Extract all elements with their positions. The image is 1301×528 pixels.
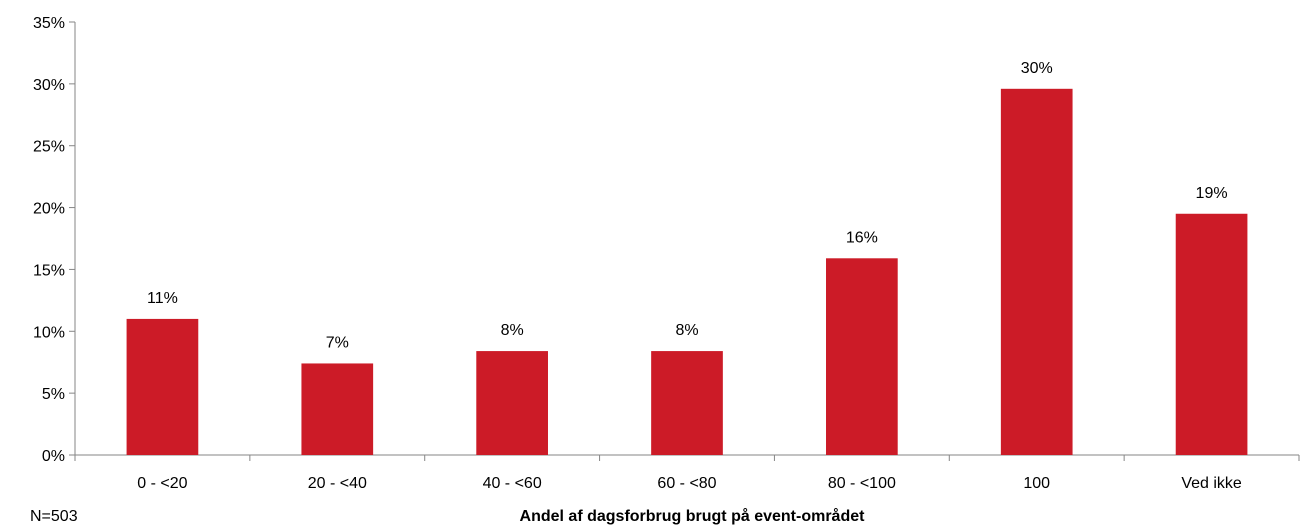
bar <box>651 351 723 455</box>
y-tick-label: 30% <box>33 77 65 94</box>
x-category-label: 80 - <100 <box>828 475 896 492</box>
x-category-label: Ved ikke <box>1181 475 1242 492</box>
x-category-label: 40 - <60 <box>483 475 542 492</box>
bar <box>126 318 199 455</box>
y-tick-label: 15% <box>33 262 65 279</box>
x-axis: 0 - <20 20 - <40 40 - <60 60 - <80 80 - <100… <box>74 454 1300 492</box>
x-category-label: 100 <box>1023 475 1050 492</box>
bar-data-label: 7% <box>326 334 349 351</box>
bar <box>1175 213 1248 455</box>
bar <box>1000 88 1073 455</box>
footnote-sample-size: N=503 <box>30 508 78 525</box>
y-axis: 0% 5% 10% 15% 20% 25% 30% 35% <box>33 15 76 465</box>
bar <box>476 351 548 455</box>
x-category-label: 0 - <20 <box>137 475 187 492</box>
y-tick-label: 25% <box>33 139 65 156</box>
bar-data-label: 11% <box>147 290 178 307</box>
data-labels-group: 11% 7% 8% 8% 16% 30% 19% <box>147 60 1228 352</box>
bar <box>301 363 374 455</box>
bar-data-label: 19% <box>1196 185 1228 202</box>
bar-data-label: 8% <box>501 322 524 339</box>
y-tick-label: 35% <box>33 15 65 32</box>
bar <box>826 258 898 455</box>
x-category-label: 20 - <40 <box>308 475 367 492</box>
bar-data-label: 16% <box>846 229 878 246</box>
y-tick-label: 5% <box>42 386 65 403</box>
y-tick-label: 0% <box>42 448 65 465</box>
x-category-label: 60 - <80 <box>657 475 716 492</box>
x-axis-title: Andel af dagsforbrug brugt på event-områ… <box>520 507 866 525</box>
bars-group <box>126 88 1248 455</box>
bar-data-label: 30% <box>1021 60 1053 77</box>
y-tick-label: 20% <box>33 201 65 218</box>
bar-data-label: 8% <box>675 322 698 339</box>
y-tick-label: 10% <box>33 324 65 341</box>
